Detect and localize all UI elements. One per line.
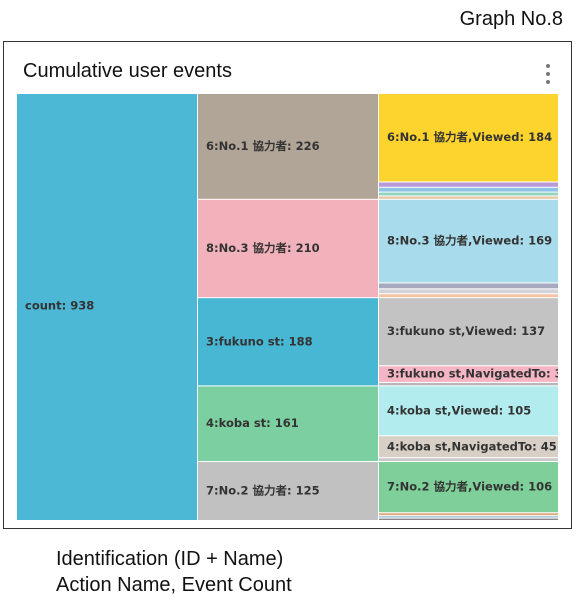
- treemap-node-leaf[interactable]: [379, 366, 558, 382]
- treemap-node-group[interactable]: [198, 199, 378, 298]
- treemap-label-leaf: 3:fukuno st,NavigatedTo: 32: [387, 367, 558, 381]
- chart-caption: Identification (ID + Name) Action Name, …: [56, 546, 292, 598]
- menu-dot: [546, 64, 550, 68]
- menu-dot: [546, 72, 550, 76]
- treemap-node-leaf[interactable]: [379, 516, 558, 518]
- treemap-node-group[interactable]: [198, 298, 378, 386]
- treemap-node-leaf[interactable]: [379, 518, 558, 520]
- treemap-label-group: 8:No.3 協力者: 210: [206, 241, 320, 255]
- treemap-node-leaf[interactable]: [379, 436, 558, 458]
- treemap-chart: count: 938 6:No.1 協力者: 226 6:No.1 協力者,View…: [17, 94, 558, 520]
- treemap-node-leaf[interactable]: [379, 382, 558, 386]
- more-vertical-icon[interactable]: [545, 64, 551, 84]
- treemap-node-leaf[interactable]: [379, 283, 558, 289]
- treemap-label-leaf: 6:No.1 協力者,Viewed: 184: [387, 130, 552, 144]
- treemap-node-leaf[interactable]: [379, 192, 558, 196]
- treemap-node-leaf[interactable]: [379, 462, 558, 513]
- treemap-node-leaf[interactable]: [379, 386, 558, 436]
- treemap-label-group: 7:No.2 協力者: 125: [206, 484, 320, 498]
- caption-line-id: Identification (ID + Name): [56, 548, 284, 570]
- treemap-node-root[interactable]: [17, 94, 197, 520]
- treemap-node-leaf[interactable]: [379, 294, 558, 298]
- treemap-label-group: 4:koba st: 161: [206, 416, 299, 430]
- chart-title: Cumulative user events: [23, 60, 232, 82]
- treemap-label-group: 3:fukuno st: 188: [206, 334, 313, 348]
- treemap-node-group[interactable]: [198, 94, 378, 199]
- treemap-node-leaf[interactable]: [379, 94, 558, 182]
- treemap-node-group[interactable]: [198, 386, 378, 462]
- caption-line-action: Action Name, Event Count: [56, 574, 292, 596]
- treemap-node-leaf[interactable]: [379, 196, 558, 199]
- treemap-label-root: count: 938: [25, 299, 94, 313]
- treemap-node-leaf[interactable]: [379, 458, 558, 462]
- treemap-node-leaf[interactable]: [379, 289, 558, 294]
- treemap-node-leaf[interactable]: [379, 298, 558, 366]
- treemap-label-group: 6:No.1 協力者: 226: [206, 139, 320, 153]
- treemap-node-leaf[interactable]: [379, 199, 558, 283]
- treemap-node-leaf[interactable]: [379, 187, 558, 192]
- graph-label: Graph No.8: [459, 8, 563, 30]
- treemap-label-leaf: 4:koba st,Viewed: 105: [387, 403, 531, 417]
- treemap-label-leaf: 8:No.3 協力者,Viewed: 169: [387, 234, 552, 248]
- menu-dot: [546, 80, 550, 84]
- treemap-node-group[interactable]: [198, 462, 378, 520]
- treemap-node-leaf[interactable]: [379, 513, 558, 516]
- treemap-label-leaf: 7:No.2 協力者,Viewed: 106: [387, 480, 552, 494]
- treemap-node-leaf[interactable]: [379, 182, 558, 187]
- chart-card: Cumulative user events count: 938 6:No.1 …: [3, 41, 572, 529]
- treemap-label-leaf: 3:fukuno st,Viewed: 137: [387, 324, 545, 338]
- treemap-label-leaf: 4:koba st,NavigatedTo: 45: [387, 439, 557, 453]
